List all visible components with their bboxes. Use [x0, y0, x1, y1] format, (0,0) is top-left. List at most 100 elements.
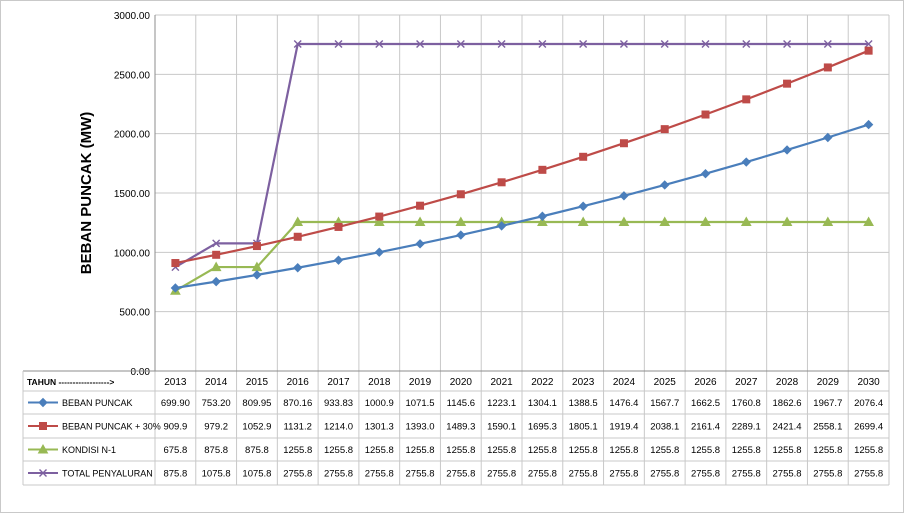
data-point-stroke	[538, 39, 547, 48]
data-point	[537, 216, 548, 226]
data-label: 1000.9	[365, 398, 394, 409]
data-label: 1760.8	[732, 398, 761, 409]
data-point	[742, 95, 751, 104]
data-label: 1255.8	[446, 445, 475, 456]
data-label: 1567.7	[650, 398, 679, 409]
x-axis-title: TAHUN ------------------>	[27, 377, 114, 387]
x-tick-label: 2020	[450, 377, 473, 388]
data-label: 1255.8	[365, 445, 394, 456]
data-point	[619, 139, 628, 148]
data-point	[579, 39, 588, 48]
data-label: 875.8	[204, 445, 228, 456]
data-point-stroke	[212, 239, 221, 248]
data-label: 2289.1	[732, 422, 761, 433]
data-label: 1052.9	[242, 422, 271, 433]
data-label: 1255.8	[528, 445, 557, 456]
data-point	[863, 216, 874, 226]
data-point-stroke	[823, 39, 832, 48]
data-point-stroke	[39, 469, 47, 477]
data-point	[334, 39, 343, 48]
data-point	[619, 39, 628, 48]
data-label: 2755.8	[854, 469, 883, 480]
data-point	[171, 259, 180, 268]
data-point	[212, 239, 221, 248]
data-point	[252, 270, 262, 280]
data-point	[538, 165, 547, 174]
data-point-stroke	[742, 39, 751, 48]
data-point	[700, 216, 711, 226]
data-point	[375, 212, 384, 221]
data-label: 2038.1	[650, 422, 679, 433]
data-label: 2755.8	[365, 469, 394, 480]
data-label: 1393.0	[406, 422, 435, 433]
y-tick-label: 2500.00	[114, 70, 151, 81]
data-point	[334, 222, 343, 231]
data-point	[741, 157, 751, 167]
data-label: 2755.8	[283, 469, 312, 480]
data-label: 1862.6	[773, 398, 802, 409]
data-point-stroke	[783, 39, 792, 48]
data-point	[823, 39, 832, 48]
data-point-stroke	[375, 39, 384, 48]
data-label: 1214.0	[324, 422, 353, 433]
legend-label: BEBAN PUNCAK	[62, 398, 133, 408]
data-point-stroke	[660, 39, 669, 48]
x-tick-label: 2015	[246, 377, 269, 388]
data-point	[742, 39, 751, 48]
data-label: 2699.4	[854, 422, 883, 433]
data-point	[456, 39, 465, 48]
data-point	[701, 110, 710, 119]
data-point	[252, 242, 261, 251]
data-point	[210, 261, 222, 272]
data-point	[659, 216, 671, 226]
x-tick-label: 2022	[531, 377, 554, 388]
data-label: 2755.8	[773, 469, 802, 480]
data-point	[170, 283, 181, 293]
data-label: 1304.1	[528, 398, 557, 409]
series-group	[171, 39, 873, 272]
y-tick-label: 2000.00	[114, 130, 151, 141]
data-point	[822, 216, 834, 226]
data-point	[782, 145, 792, 155]
data-label: 2755.8	[732, 469, 761, 480]
x-tick-label: 2030	[857, 377, 880, 388]
series-line	[174, 42, 869, 269]
y-tick-label: 1000.00	[114, 248, 151, 259]
data-point	[39, 422, 47, 430]
series-group	[170, 119, 874, 293]
data-label: 1255.8	[813, 445, 842, 456]
data-label: 2755.8	[813, 469, 842, 480]
x-tick-label: 2021	[490, 377, 513, 388]
data-point-stroke	[416, 39, 425, 48]
x-tick-label: 2027	[735, 377, 758, 388]
data-point	[660, 39, 669, 48]
data-point	[212, 250, 221, 259]
data-point	[538, 39, 547, 48]
data-label: 1255.8	[650, 445, 679, 456]
data-label: 675.8	[163, 445, 187, 456]
data-point-stroke	[293, 39, 302, 48]
data-label: 1075.8	[202, 469, 231, 480]
data-point	[373, 216, 385, 226]
x-tick-label: 2019	[409, 377, 432, 388]
data-label: 1255.8	[569, 445, 598, 456]
data-point	[660, 125, 669, 134]
data-label: 1919.4	[609, 422, 638, 433]
data-label: 1695.3	[528, 422, 557, 433]
data-point-stroke	[579, 39, 588, 48]
data-label: 1145.6	[447, 398, 475, 409]
data-label: 1476.4	[609, 398, 638, 409]
data-label: 1301.3	[365, 422, 394, 433]
data-label: 2755.8	[650, 469, 679, 480]
data-label: 1255.8	[406, 445, 435, 456]
data-label: 699.90	[161, 398, 190, 409]
data-label: 1662.5	[691, 398, 720, 409]
data-label: 1489.3	[446, 422, 475, 433]
data-point-stroke	[864, 39, 873, 48]
data-label: 875.8	[163, 469, 187, 480]
data-label: 1255.8	[773, 445, 802, 456]
y-tick-label: 0.00	[131, 367, 151, 378]
data-point	[333, 255, 344, 265]
data-point	[39, 469, 47, 477]
x-tick-label: 2023	[572, 377, 595, 388]
